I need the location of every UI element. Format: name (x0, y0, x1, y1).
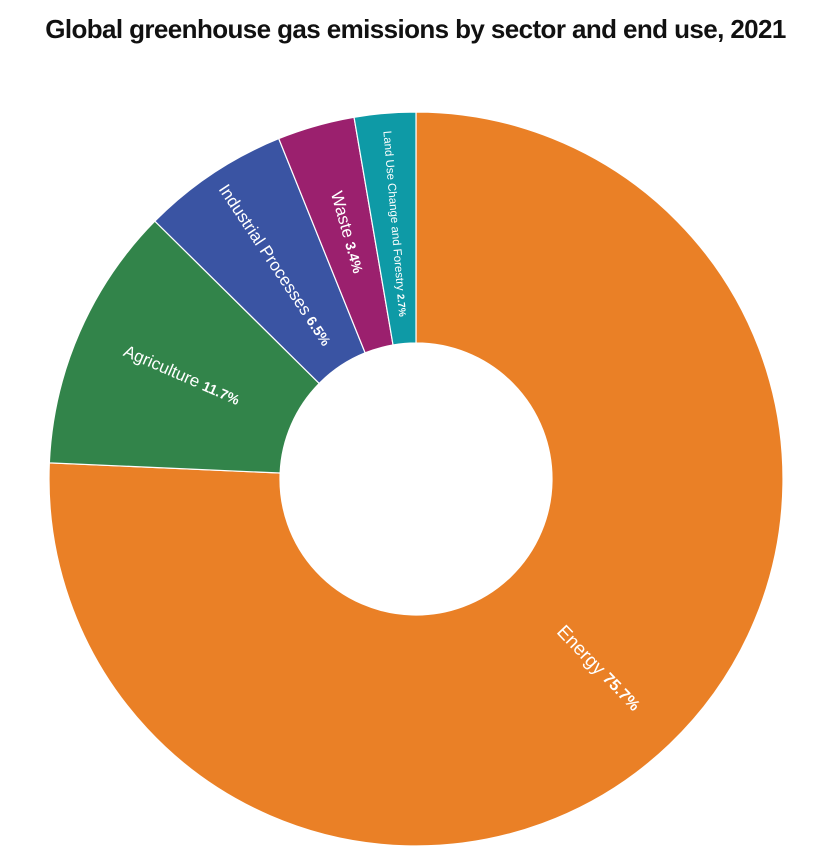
slice-agriculture (48, 220, 321, 474)
slice-label-value: 2.7% (395, 294, 408, 318)
chart-title: Global greenhouse gas emissions by secto… (45, 14, 786, 44)
donut-slices (48, 111, 784, 847)
slice-energy (48, 111, 784, 847)
slice-land-use-change-and-forestry (353, 111, 417, 346)
